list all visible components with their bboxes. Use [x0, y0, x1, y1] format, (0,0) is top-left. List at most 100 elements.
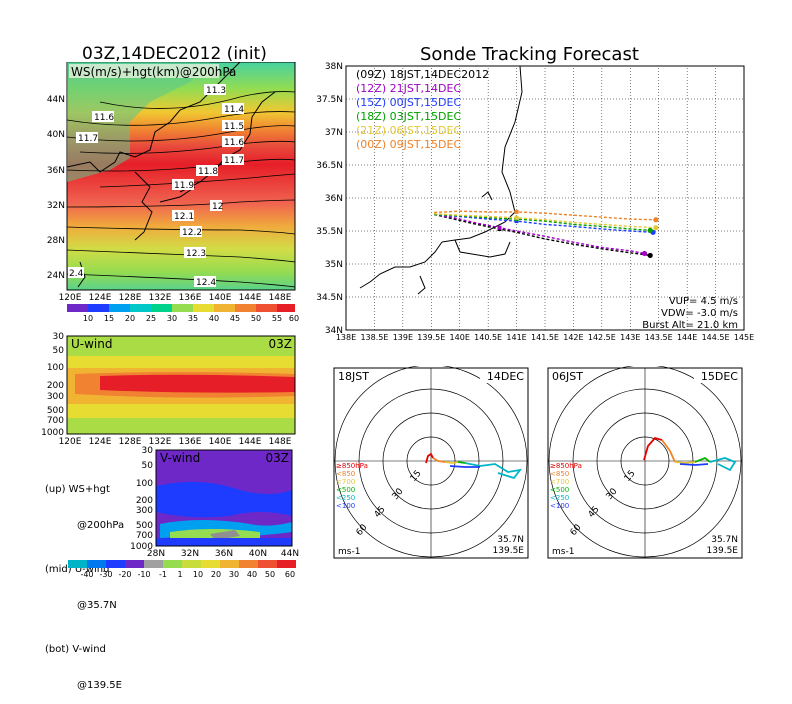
svg-text:35: 35	[188, 314, 198, 323]
ws-lon-ticks: 120E 124E 128E 132E 136E 140E 144E 148E	[59, 293, 292, 303]
track-endpoint	[641, 250, 648, 257]
track-lines	[433, 209, 659, 259]
svg-text:50: 50	[251, 314, 261, 323]
track-endpoint	[653, 217, 659, 223]
svg-text:300: 300	[47, 392, 64, 402]
ws-colorbar-labels: 10 15 20 25 30 35 40 45 50 55 60	[83, 314, 299, 323]
track-params: VUP= 4.5 m/s VDW= -3.0 m/s Burst Alt= 21…	[642, 296, 738, 331]
hodograph-14dec: 15 30 45 60 18JST 14DEC ms-1 35.7N 139.5…	[333, 366, 529, 559]
hodo2-lat: 35.7N	[711, 535, 738, 545]
svg-text:40N: 40N	[249, 549, 267, 558]
hodo1-legend: ≥850hPa <850 <700 <500 <250 <100	[336, 462, 368, 510]
svg-text:28N: 28N	[147, 549, 165, 558]
svg-text:100: 100	[47, 363, 64, 373]
svg-text:120E: 120E	[59, 437, 82, 446]
svg-text:12.2: 12.2	[182, 228, 202, 238]
contour-label: 11.7	[76, 132, 98, 144]
track-line	[434, 213, 656, 229]
svg-text:36N: 36N	[215, 549, 233, 558]
svg-text:200: 200	[136, 496, 153, 506]
v-wind-time: 03Z	[266, 451, 290, 465]
note-line: (mid) U-wind	[45, 564, 110, 575]
lon-tick-label: 141E	[506, 333, 526, 342]
svg-text:40: 40	[209, 314, 219, 323]
svg-text:60: 60	[289, 314, 299, 323]
svg-text:132E: 132E	[149, 293, 172, 303]
svg-text:11.8: 11.8	[198, 167, 218, 177]
svg-text:124E: 124E	[89, 437, 112, 446]
legend-entry: (09Z) 18JST,14DEC2012	[356, 68, 489, 81]
track-line	[434, 213, 651, 231]
hodo1-lat: 35.7N	[497, 535, 524, 545]
ws-panel-label: WS(m/s)+hgt(km)@200hPa	[71, 65, 236, 79]
svg-text:11.9: 11.9	[174, 181, 194, 191]
contour-label: 12.2	[180, 226, 202, 238]
svg-text:<700: <700	[336, 478, 355, 486]
ws-lat-ticks: 24N 28N 32N 36N 40N 44N	[47, 95, 65, 281]
lon-tick-label: 145E	[734, 333, 754, 342]
svg-text:11.7: 11.7	[224, 156, 244, 166]
svg-text:<250: <250	[550, 494, 569, 502]
track-marker	[514, 215, 519, 220]
v-wind-panel: V-wind 03Z 30 50 100 200 300 500 700 100…	[130, 446, 299, 558]
svg-text:30: 30	[229, 570, 239, 579]
track-endpoint	[647, 227, 653, 233]
contour-labels: 11.3 11.4 11.5 11.6 11.6 11.7 11.7 11.8 …	[68, 84, 244, 288]
hodo1-time: 18JST	[338, 370, 369, 383]
lat-tick-label: 37.5N	[316, 95, 343, 105]
svg-text:50: 50	[53, 346, 65, 356]
hodographs: 15 30 45 60 18JST 14DEC ms-1 35.7N 139.5…	[333, 366, 743, 559]
svg-text:11.4: 11.4	[224, 105, 244, 115]
lon-tick-label: 140E	[450, 333, 470, 342]
svg-text:128E: 128E	[119, 437, 142, 446]
lat-tick-label: 35N	[325, 260, 343, 270]
svg-text:700: 700	[47, 416, 64, 426]
contour-label: 11.6	[222, 136, 244, 148]
svg-text:20: 20	[211, 570, 221, 579]
svg-text:VUP= 4.5 m/s: VUP= 4.5 m/s	[669, 296, 738, 307]
hodo1-unit: ms-1	[338, 547, 360, 557]
lon-tick-label: 144E	[677, 333, 697, 342]
hodo2-unit: ms-1	[552, 547, 574, 557]
svg-text:60: 60	[285, 570, 295, 579]
svg-text:<100: <100	[550, 502, 569, 510]
wind-colorbar-labels: -40 -30 -20 -10 -1 1 10 20 30 40 50 60	[80, 570, 295, 579]
svg-text:12.4: 12.4	[196, 278, 216, 288]
svg-text:44N: 44N	[47, 95, 65, 105]
hodo2-time: 06JST	[552, 370, 583, 383]
svg-text:50: 50	[142, 461, 154, 471]
svg-text:500: 500	[136, 521, 153, 531]
lon-tick-label: 142.5E	[588, 333, 616, 342]
svg-text:50: 50	[265, 570, 275, 579]
wind-colorbar: -40 -30 -20 -10 -1 1 10 20 30 40 50 60	[68, 560, 296, 579]
svg-text:30: 30	[167, 314, 177, 323]
contour-label: 11.9	[172, 179, 194, 191]
lon-tick-label: 139.5E	[417, 333, 445, 342]
svg-text:12.1: 12.1	[174, 212, 194, 222]
track-line	[434, 213, 654, 233]
svg-text:36N: 36N	[47, 166, 65, 176]
right-title: Sonde Tracking Forecast	[420, 44, 639, 65]
note-line: (up) WS+hgt	[45, 484, 110, 495]
contour-label: 12.4	[194, 276, 216, 288]
svg-text:12.3: 12.3	[186, 249, 206, 259]
hodo2-trace	[643, 436, 737, 472]
contour-label: 12.3	[184, 247, 206, 259]
track-line	[434, 210, 656, 221]
lat-tick-label: 35.5N	[316, 227, 343, 237]
svg-text:≥850hPa: ≥850hPa	[550, 462, 582, 470]
svg-text:45: 45	[230, 314, 240, 323]
ws-colorbar	[67, 304, 295, 312]
track-grid	[345, 65, 745, 331]
svg-text:2.4: 2.4	[69, 269, 84, 279]
contour-label: 12.1	[172, 210, 194, 222]
track-endpoint	[653, 225, 659, 231]
contour-label: 12	[210, 200, 223, 212]
svg-text:10: 10	[193, 570, 203, 579]
left-title: 03Z,14DEC2012 (init)	[82, 44, 267, 64]
lat-tick-label: 34N	[325, 326, 343, 336]
svg-text:<250: <250	[336, 494, 355, 502]
svg-text:55: 55	[272, 314, 282, 323]
v-wind-label: V-wind	[160, 451, 200, 465]
panel-notes: (up) WS+hgt @200hPa (mid) U-wind @35.7N …	[45, 460, 124, 704]
